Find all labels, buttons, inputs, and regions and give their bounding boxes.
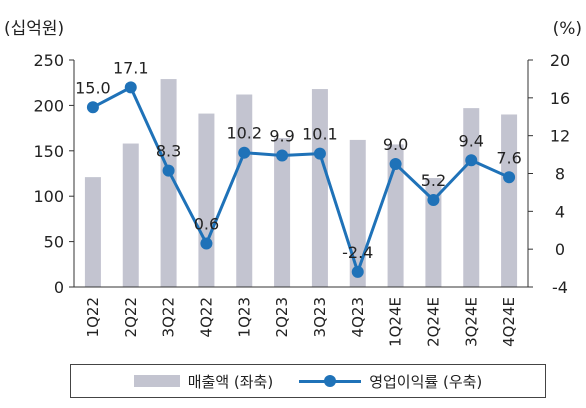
data-label: 9.0 xyxy=(383,135,408,154)
legend-bar-swatch xyxy=(133,375,180,387)
line-point xyxy=(124,81,137,94)
bar xyxy=(387,144,404,287)
x-tick-label: 4Q22 xyxy=(197,297,215,337)
line-point xyxy=(465,154,478,167)
right-tick-label: 20 xyxy=(550,51,570,70)
chart: (십억원) 0 50 100 150 200 250 (%) -4 0 4 8 12 16 20 15.0… xyxy=(4,19,582,347)
line-point xyxy=(238,146,251,159)
bar xyxy=(349,139,366,287)
left-tick-label: 0 xyxy=(54,278,64,297)
line-point xyxy=(276,149,289,162)
legend-item-bar: 매출액 (좌축) xyxy=(133,371,274,392)
line-point xyxy=(162,164,175,177)
bar xyxy=(160,79,177,288)
x-tick-label: 1Q22 xyxy=(84,297,102,337)
x-tick-label: 4Q24E xyxy=(500,297,518,347)
x-tick-label: 1Q23 xyxy=(235,297,253,337)
right-tick-label: 0 xyxy=(555,240,565,259)
data-label: 10.2 xyxy=(226,124,262,143)
bar-series xyxy=(84,79,518,288)
line-series: 15.017.1 8.3 0.6 10.2 9.9 10.1 -2.4 9.0 5.2 9.4 7.… xyxy=(75,58,522,278)
data-label: 0.6 xyxy=(194,214,219,233)
left-tick-label: 200 xyxy=(33,96,64,115)
data-label: 9.9 xyxy=(269,127,294,146)
line-point xyxy=(200,237,213,250)
data-label: 17.1 xyxy=(113,58,149,77)
right-axis: (%) -4 0 4 8 12 16 20 xyxy=(527,19,582,297)
x-tick-label: 3Q24E xyxy=(462,297,480,347)
left-tick-label: 50 xyxy=(44,233,64,252)
bar xyxy=(236,94,253,287)
x-tick-label: 1Q24E xyxy=(387,297,405,347)
left-axis: (십억원) 0 50 100 150 200 250 xyxy=(4,19,75,297)
bar xyxy=(425,178,442,287)
line-point xyxy=(86,101,99,114)
right-tick-label: 8 xyxy=(555,165,565,184)
data-label: 8.3 xyxy=(156,142,181,161)
data-label: -2.4 xyxy=(342,243,373,262)
right-tick-label: 16 xyxy=(550,89,570,108)
legend-bar-label: 매출액 (좌축) xyxy=(187,372,274,391)
right-tick-label: -4 xyxy=(552,278,568,297)
bar xyxy=(463,108,480,288)
data-label: 9.4 xyxy=(459,131,484,150)
bar xyxy=(84,177,101,287)
x-tick-label: 2Q22 xyxy=(122,297,140,337)
x-tick-label: 3Q22 xyxy=(160,297,178,337)
data-label: 10.1 xyxy=(302,125,338,144)
bar xyxy=(274,138,291,287)
x-tick-label: 3Q23 xyxy=(311,297,329,337)
line-point xyxy=(427,193,440,206)
x-tick-label: 4Q23 xyxy=(349,297,367,337)
x-axis: 1Q22 2Q22 3Q22 4Q22 1Q23 2Q23 3Q23 4Q23 1Q24E 2Q2… xyxy=(74,286,528,347)
left-axis-unit: (십억원) xyxy=(4,19,64,39)
bar xyxy=(198,113,215,288)
data-label: 7.6 xyxy=(496,148,521,167)
right-axis-unit: (%) xyxy=(553,19,582,39)
x-tick-label: 2Q24E xyxy=(424,297,442,347)
bar xyxy=(311,89,328,287)
data-label: 5.2 xyxy=(421,171,446,190)
line-point xyxy=(351,265,364,278)
x-tick-label: 2Q23 xyxy=(273,297,291,337)
line-path xyxy=(92,85,510,274)
legend: 매출액 (좌축) 영업이익률 (우축) xyxy=(70,364,546,398)
legend-item-line: 영업이익률 (우축) xyxy=(299,371,482,392)
data-label: 15.0 xyxy=(75,78,111,97)
bar xyxy=(501,114,518,287)
right-tick-label: 4 xyxy=(555,202,565,221)
line-point xyxy=(389,158,402,171)
line-point xyxy=(313,147,326,160)
legend-line-label: 영업이익률 (우축) xyxy=(369,372,483,391)
left-tick-label: 150 xyxy=(33,142,64,161)
left-tick-label: 250 xyxy=(33,51,64,70)
bar xyxy=(122,143,139,287)
line-point xyxy=(503,171,516,184)
right-tick-label: 12 xyxy=(550,127,570,146)
left-tick-label: 100 xyxy=(33,187,64,206)
legend-line-swatch xyxy=(299,375,362,387)
